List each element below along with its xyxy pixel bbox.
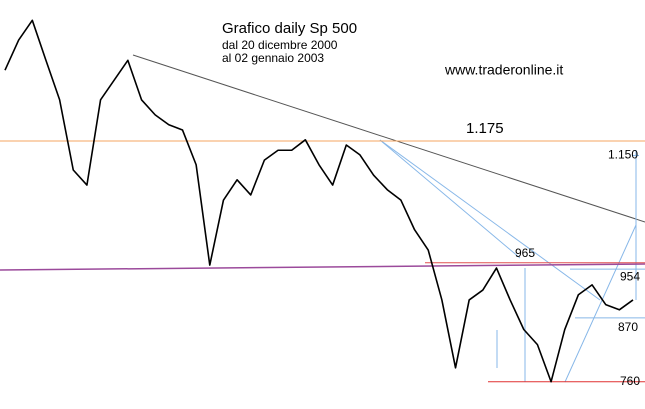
level-label: 760 [620,374,640,388]
chart-subtitle: al 02 gennaio 2003 [222,51,324,65]
fan-lines [379,139,637,383]
chart-title: Grafico daily Sp 500 [222,20,357,37]
fan-line [379,139,601,301]
support-line [0,263,645,271]
price-line [4,19,634,383]
fan-line [379,139,521,259]
source-label: www.traderonline.it [444,62,563,78]
level-label: 965 [515,246,535,260]
fan-line [564,224,637,383]
chart-subtitle: dal 20 dicembre 2000 [222,38,338,52]
trend-line [132,54,645,223]
level-label: 1.150 [608,148,638,162]
level-label: 954 [620,269,640,283]
level-label: 870 [618,320,638,334]
level-label: 1.175 [466,120,504,137]
